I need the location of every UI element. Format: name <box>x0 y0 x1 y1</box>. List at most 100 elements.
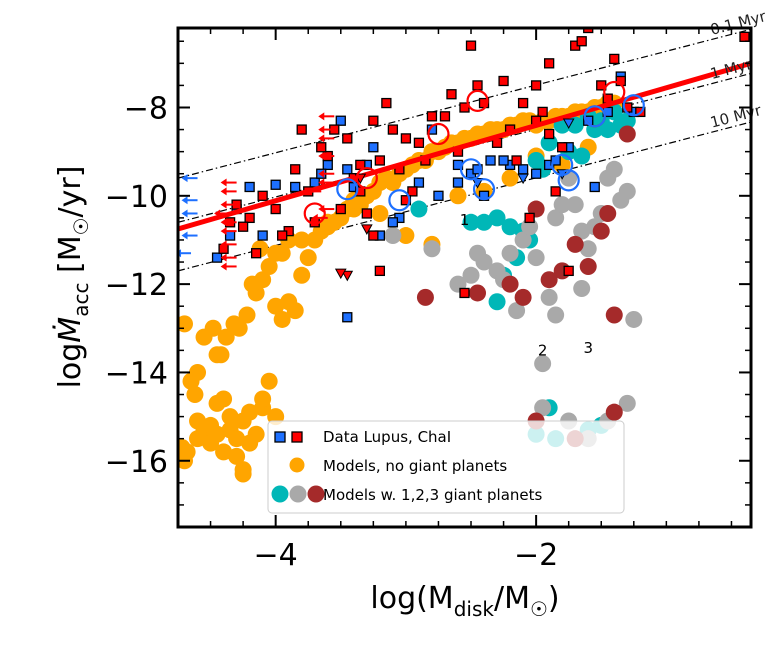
upper-limit-arrowhead <box>311 213 318 222</box>
annotations: 1 2 3 <box>460 211 593 359</box>
model-point <box>618 182 636 200</box>
model-point <box>579 240 597 258</box>
x-tick-label: −2 <box>514 538 558 573</box>
data-point <box>433 190 444 201</box>
highlight-circle <box>427 122 450 146</box>
model-point <box>605 160 623 178</box>
upper-limit-arrowhead <box>214 209 221 218</box>
data-point <box>244 181 255 193</box>
fit-line <box>178 60 751 232</box>
model-point <box>618 394 636 412</box>
model-point <box>228 447 246 465</box>
model-point <box>514 231 532 249</box>
data-point <box>257 190 268 201</box>
data-point <box>400 133 412 144</box>
model-point <box>260 372 278 390</box>
data-point <box>387 217 399 228</box>
model-point <box>540 288 558 306</box>
model-point <box>579 257 597 275</box>
data-point <box>530 80 542 91</box>
legend-orange-circle <box>289 457 305 473</box>
highlight-circle <box>583 105 606 128</box>
data-point <box>478 190 490 201</box>
model-point <box>416 288 434 306</box>
model-point <box>423 240 441 258</box>
upper-limit-triangle <box>341 270 354 282</box>
data-point <box>224 230 236 241</box>
y-tick-label: −14 <box>105 356 168 391</box>
model-point <box>501 169 519 187</box>
legend-label-models-planets: Models w. 1,2,3 giant planets <box>323 486 543 504</box>
model-point <box>221 408 239 426</box>
model-point <box>553 196 571 214</box>
data-point <box>316 142 327 153</box>
data-point <box>530 168 542 179</box>
upper-limit-arrowhead <box>220 187 227 196</box>
model-point <box>410 200 428 218</box>
planet-count-label: 2 <box>538 341 548 359</box>
legend-blue-square <box>274 431 286 443</box>
data-point <box>361 208 372 219</box>
model-point <box>241 403 259 421</box>
model-point <box>605 403 623 421</box>
model-point <box>217 328 235 346</box>
data-point <box>270 179 281 190</box>
highlight-circle <box>603 80 626 104</box>
model-point <box>462 213 480 231</box>
data-point <box>576 36 587 47</box>
highlight-circle <box>355 167 378 190</box>
model-point <box>228 430 246 448</box>
isochrone-label: 10 Myr <box>708 101 764 132</box>
data-point <box>413 137 425 148</box>
data-point <box>537 106 548 118</box>
planet-count-label: 1 <box>460 211 470 229</box>
upper-limit-triangle <box>517 173 529 185</box>
data-point <box>277 230 288 241</box>
legend-teal-circle <box>271 485 289 503</box>
x-axis-title: log(Mdisk/M☉) <box>370 581 559 621</box>
model-point <box>488 293 506 311</box>
y-tick-label: −8 <box>124 91 168 126</box>
highlight-circle <box>551 153 574 176</box>
model-point <box>273 310 291 328</box>
data-point <box>374 265 386 277</box>
highlight-circle <box>459 158 483 181</box>
data-point <box>459 287 470 299</box>
data-point <box>426 111 438 122</box>
data-point <box>374 155 386 166</box>
model-point <box>566 196 584 214</box>
upper-limit-arrowhead <box>181 196 188 205</box>
model-point <box>625 310 643 328</box>
data-point <box>290 164 301 175</box>
model-point <box>618 125 636 143</box>
legend-box <box>267 420 625 514</box>
data-points <box>178 28 750 483</box>
data-point <box>387 124 399 135</box>
data-point <box>257 230 268 241</box>
model-point <box>189 430 207 448</box>
legend-label-models-no-planets: Models, no giant planets <box>323 457 507 475</box>
legend-markers <box>271 431 325 503</box>
upper-limit-arrowhead <box>318 178 325 187</box>
highlight-circles <box>303 80 645 225</box>
data-point <box>381 97 392 109</box>
upper-limit-arrowhead <box>318 134 325 143</box>
upper-limit-arrowhead <box>318 112 325 121</box>
model-point <box>605 306 623 324</box>
model-point <box>293 231 311 249</box>
model-point <box>208 394 226 412</box>
legend-gray-circle <box>289 485 307 503</box>
upper-limit-arrowhead <box>181 231 188 240</box>
model-point <box>243 275 261 293</box>
data-point <box>589 181 600 193</box>
data-point <box>485 155 496 166</box>
y-tick-label: −16 <box>105 445 168 480</box>
highlight-circle <box>472 178 496 201</box>
model-point <box>599 204 617 222</box>
highlight-circle <box>388 189 411 212</box>
model-point <box>488 209 506 227</box>
data-point <box>270 203 281 215</box>
upper-limit-markers <box>178 112 575 282</box>
fit-line-layer <box>178 60 751 232</box>
